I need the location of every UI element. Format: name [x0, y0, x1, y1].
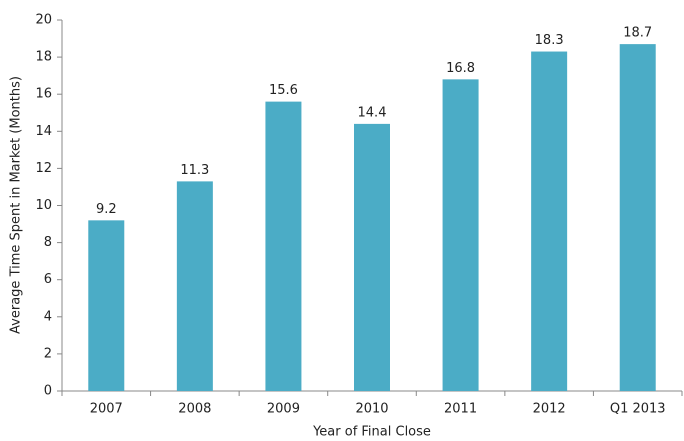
bar [354, 123, 390, 391]
x-tick-label: 2011 [444, 402, 477, 417]
y-tick-label: 6 [44, 272, 52, 287]
x-tick-label: 2010 [355, 402, 388, 417]
data-label: 16.8 [446, 61, 475, 76]
bar [88, 220, 125, 391]
y-tick-label: 16 [35, 87, 52, 102]
x-tick-label: 2007 [90, 402, 123, 417]
y-tick-label: 20 [35, 13, 52, 28]
x-tick-label: Q1 2013 [610, 402, 666, 417]
data-label: 18.3 [535, 33, 564, 48]
y-tick-label: 10 [35, 198, 52, 213]
x-tick-label: 2009 [267, 402, 300, 417]
data-label: 15.6 [269, 83, 298, 98]
y-tick-label: 12 [35, 161, 52, 176]
bar [265, 101, 302, 392]
x-axis-label: Year of Final Close [312, 425, 431, 440]
data-label: 11.3 [180, 163, 209, 178]
bar [531, 51, 568, 391]
y-tick-label: 4 [44, 309, 52, 324]
data-label: 9.2 [96, 202, 117, 217]
data-label: 14.4 [358, 105, 387, 120]
y-tick-label: 14 [35, 124, 52, 139]
data-label: 18.7 [623, 26, 652, 41]
y-tick-label: 0 [44, 384, 52, 399]
y-axis-label: Average Time Spent in Market (Months) [9, 76, 24, 334]
bar [442, 79, 479, 392]
x-tick-label: 2008 [178, 402, 211, 417]
y-tick-label: 18 [35, 50, 52, 65]
bar [176, 181, 213, 391]
x-tick-label: 2012 [533, 402, 566, 417]
bar [619, 44, 656, 392]
y-tick-label: 8 [44, 235, 52, 250]
y-tick-label: 2 [44, 346, 52, 361]
